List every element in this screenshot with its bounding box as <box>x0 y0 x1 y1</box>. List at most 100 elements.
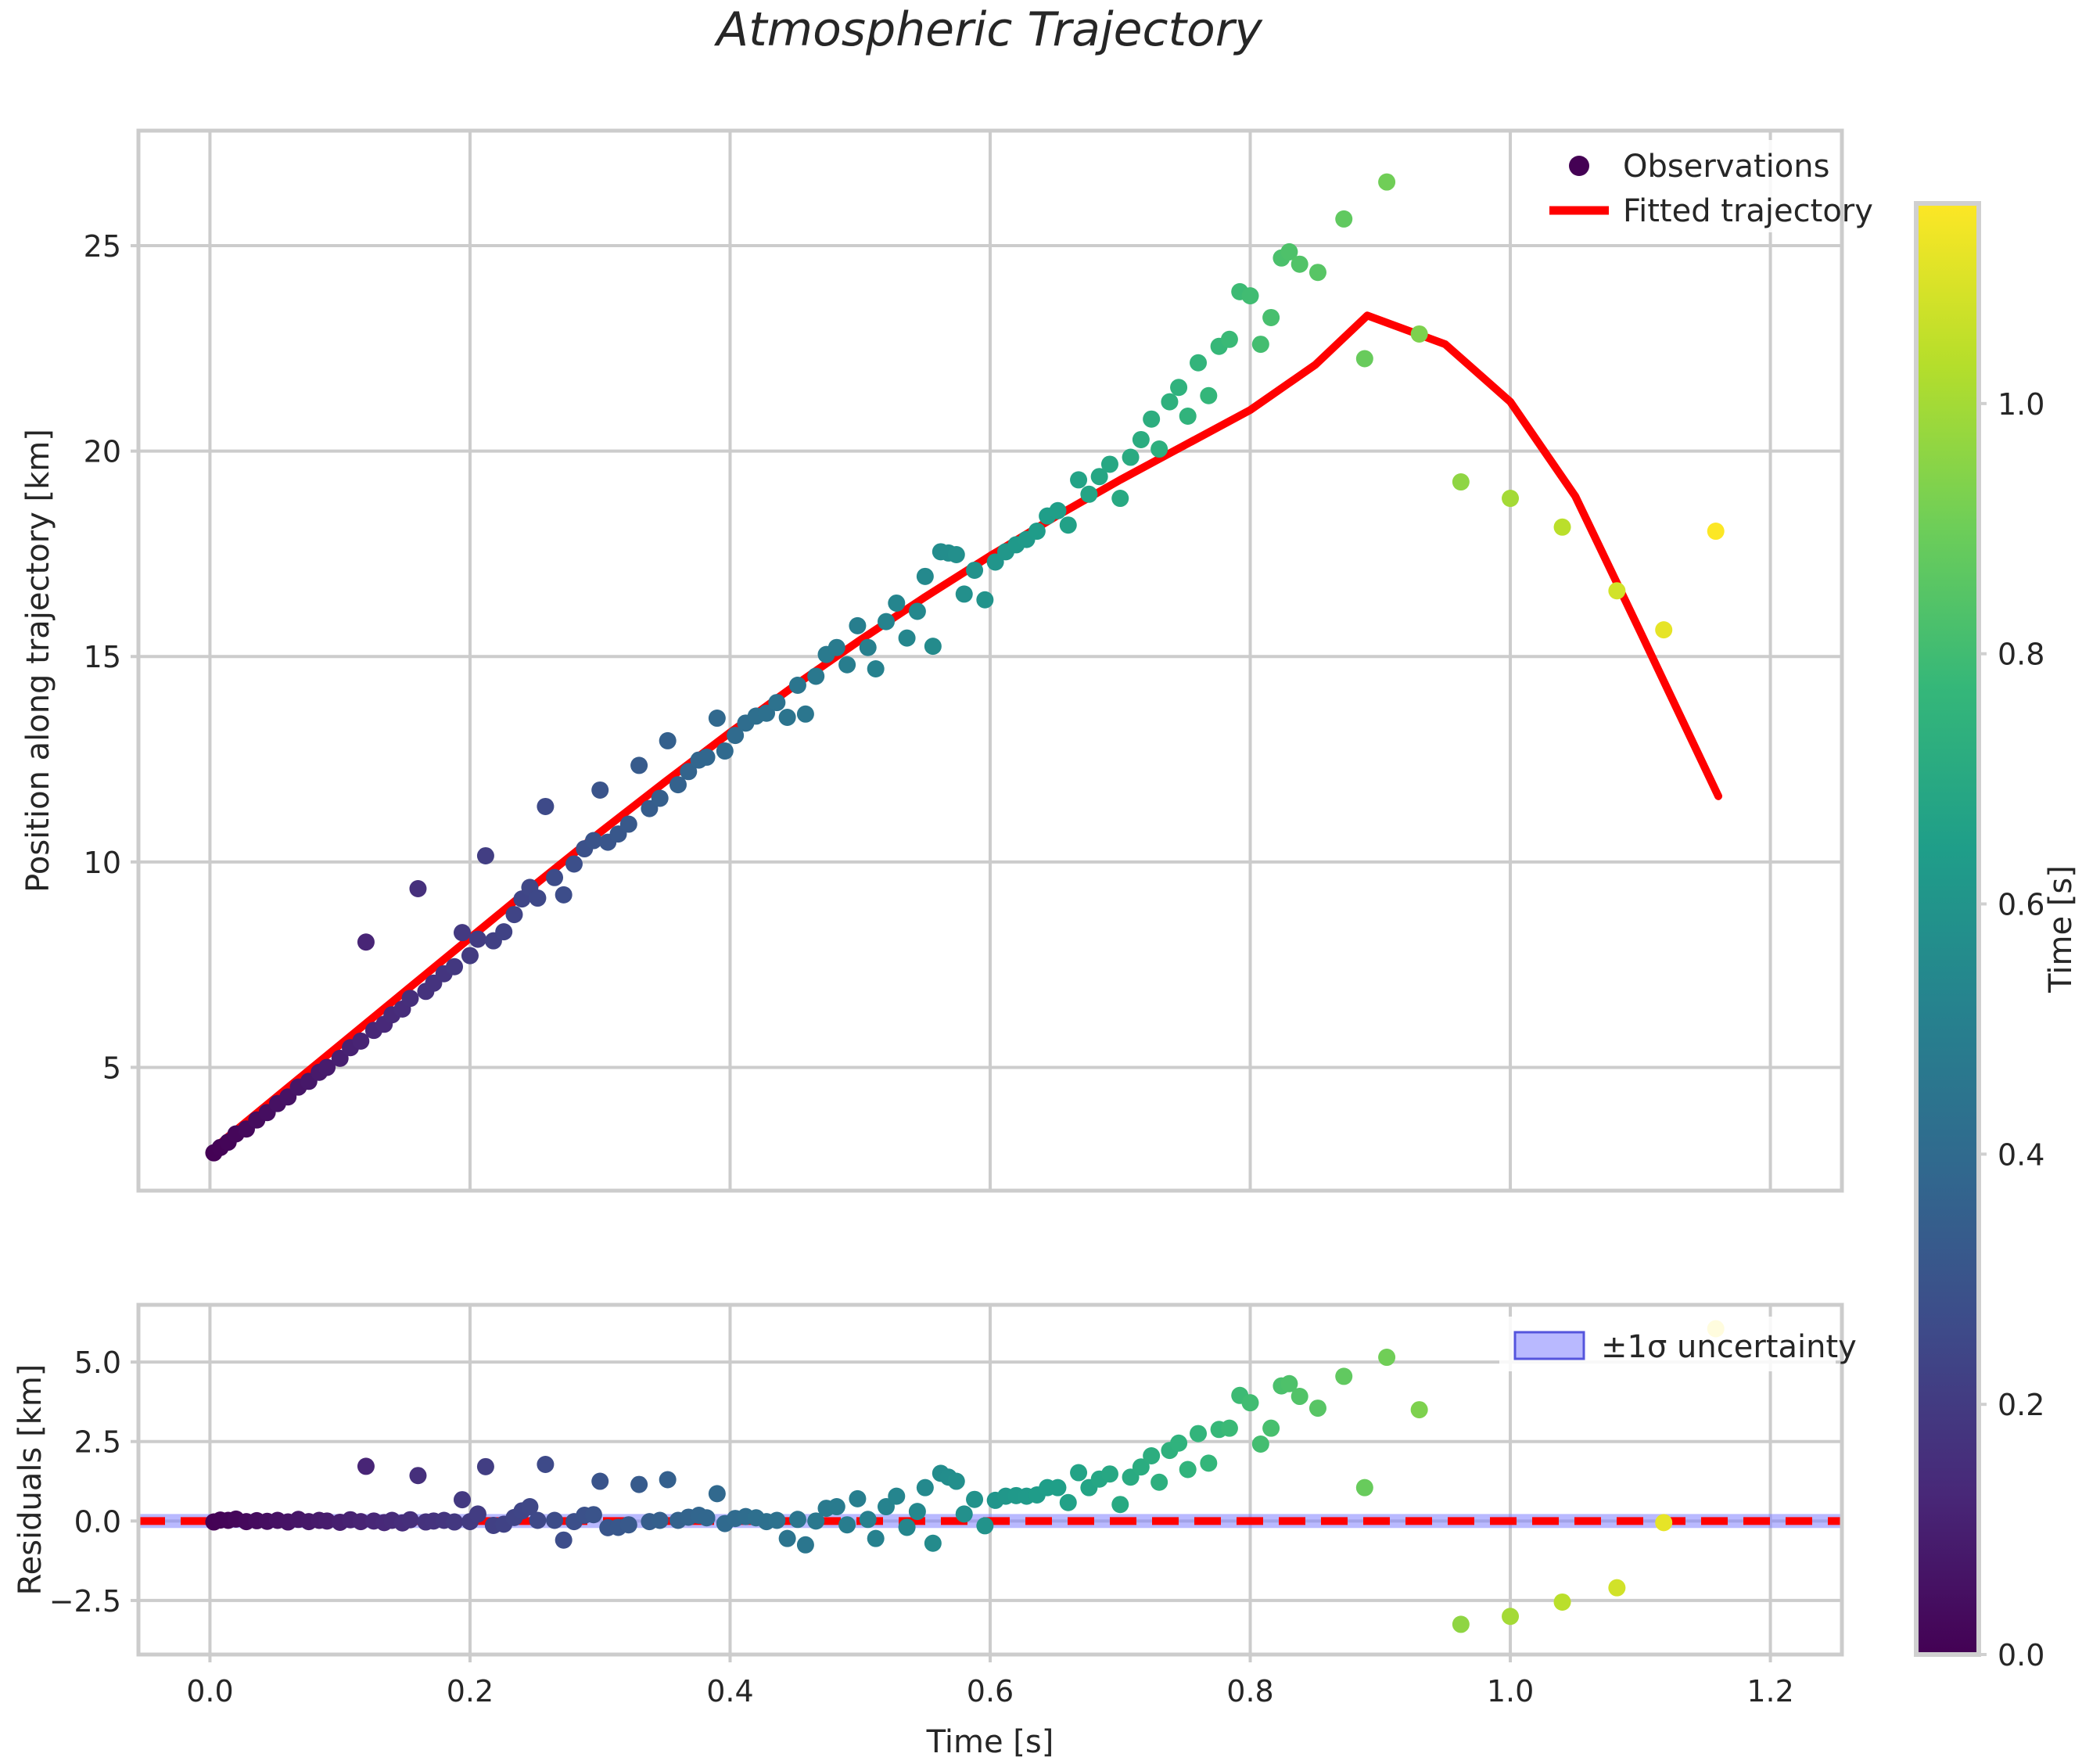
observation-point <box>838 656 856 674</box>
observation-point <box>867 660 885 677</box>
observation-point <box>1111 490 1129 508</box>
residual-point <box>1143 1447 1161 1465</box>
observation-point <box>1161 393 1179 411</box>
residual-point <box>1251 1435 1269 1453</box>
residual-point <box>788 1511 806 1529</box>
observation-point <box>619 815 637 833</box>
residual-point <box>838 1516 856 1534</box>
residual-point <box>1280 1374 1298 1392</box>
main-y-tick-label: 25 <box>84 229 121 264</box>
observation-point <box>966 561 984 579</box>
observation-point <box>1170 379 1188 397</box>
observation-point <box>859 638 877 656</box>
residual-point <box>1179 1461 1197 1479</box>
residual-point <box>1220 1419 1238 1437</box>
observation-point <box>546 868 564 886</box>
observation-point <box>1059 516 1077 534</box>
observation-point <box>401 990 419 1008</box>
observation-point <box>1655 621 1673 639</box>
main-gridlines <box>138 131 1842 1191</box>
observation-point <box>898 629 916 647</box>
colorbar-frame <box>1914 201 1981 1657</box>
observation-point <box>495 923 513 941</box>
observation-point <box>1280 243 1298 260</box>
x-tick-label: 0.0 <box>186 1674 233 1708</box>
residual-point <box>446 1513 464 1531</box>
observation-point <box>1335 210 1353 228</box>
residual-point <box>1378 1349 1396 1367</box>
residual-point <box>584 1506 602 1524</box>
residual-point <box>1262 1419 1280 1437</box>
residual-point <box>698 1509 716 1527</box>
residual-point <box>401 1511 419 1529</box>
residual-point <box>859 1511 877 1529</box>
residual-point <box>796 1536 814 1554</box>
observation-point <box>1308 264 1326 282</box>
residual-y-tick-label: 5.0 <box>74 1346 121 1380</box>
residual-legend: ±1σ uncertainty <box>1499 1317 1857 1371</box>
residual-point <box>529 1511 547 1529</box>
residual-point <box>357 1457 375 1475</box>
observation-point <box>1241 287 1259 305</box>
observation-point <box>446 958 464 976</box>
observation-point <box>1410 325 1428 343</box>
observation-point <box>1122 448 1140 466</box>
x-axis-label: Time [s] <box>926 1724 1054 1757</box>
residual-point <box>1241 1394 1259 1412</box>
observation-point <box>331 1049 349 1067</box>
figure-title: Atmospheric Trajectory <box>713 2 1263 57</box>
legend-label-observations: Observations <box>1623 149 1829 185</box>
observation-point <box>778 708 796 726</box>
residual-point <box>827 1498 845 1516</box>
observation-point <box>1179 408 1197 426</box>
residual-point <box>1291 1388 1308 1406</box>
observation-point <box>630 756 648 774</box>
observation-point <box>659 731 677 749</box>
residual-point <box>1059 1493 1077 1511</box>
observation-point <box>947 546 965 563</box>
x-tick-label: 0.6 <box>967 1674 1014 1708</box>
residual-point <box>318 1512 336 1530</box>
colorbar-ticks: 0.0 0.2 0.4 0.6 0.8 1.0 <box>1979 387 2044 1673</box>
observation-point <box>591 781 609 799</box>
observation-point <box>849 616 867 634</box>
observation-point <box>1028 523 1046 541</box>
main-y-ticks: 5 10 15 20 25 <box>84 229 138 1085</box>
observation-point <box>409 879 427 897</box>
observation-point <box>529 889 547 907</box>
residual-point <box>908 1503 926 1521</box>
residual-y-axis-label: Residuals [km] <box>13 1364 48 1596</box>
residual-point <box>1132 1458 1150 1476</box>
observation-point <box>1355 350 1373 368</box>
observation-point <box>352 1032 370 1050</box>
legend-marker-observations <box>1569 156 1589 176</box>
main-y-tick-label: 10 <box>84 846 121 880</box>
observation-point <box>1608 582 1626 600</box>
observation-point <box>1220 330 1238 348</box>
residual-point <box>630 1475 648 1493</box>
residual-point <box>409 1467 427 1485</box>
residual-y-tick-label: 0.0 <box>74 1504 121 1539</box>
residual-y-tick-label: 2.5 <box>74 1425 121 1460</box>
x-tick-label: 0.8 <box>1226 1674 1273 1708</box>
observation-point <box>908 602 926 620</box>
observation-point <box>505 906 523 924</box>
observation-point <box>680 763 698 781</box>
main-axes-frame <box>136 128 1844 1193</box>
residual-point <box>888 1487 906 1505</box>
observation-point <box>796 705 814 723</box>
observation-point <box>1190 354 1208 372</box>
residual-point <box>867 1529 885 1547</box>
x-axis-ticks: 0.0 0.2 0.4 0.6 0.8 1.0 1.2 <box>186 1655 1794 1708</box>
colorbar-tick-label: 0.0 <box>1998 1638 2044 1673</box>
residual-point <box>778 1529 796 1547</box>
observation-point <box>758 704 776 722</box>
observation-point <box>768 694 786 712</box>
observation-point <box>537 797 555 815</box>
residual-point <box>898 1518 916 1536</box>
legend-patch-sigma-uncertainty <box>1513 1331 1585 1360</box>
residual-point <box>521 1498 539 1516</box>
residual-point <box>1151 1473 1168 1491</box>
observation-point <box>1100 455 1118 473</box>
